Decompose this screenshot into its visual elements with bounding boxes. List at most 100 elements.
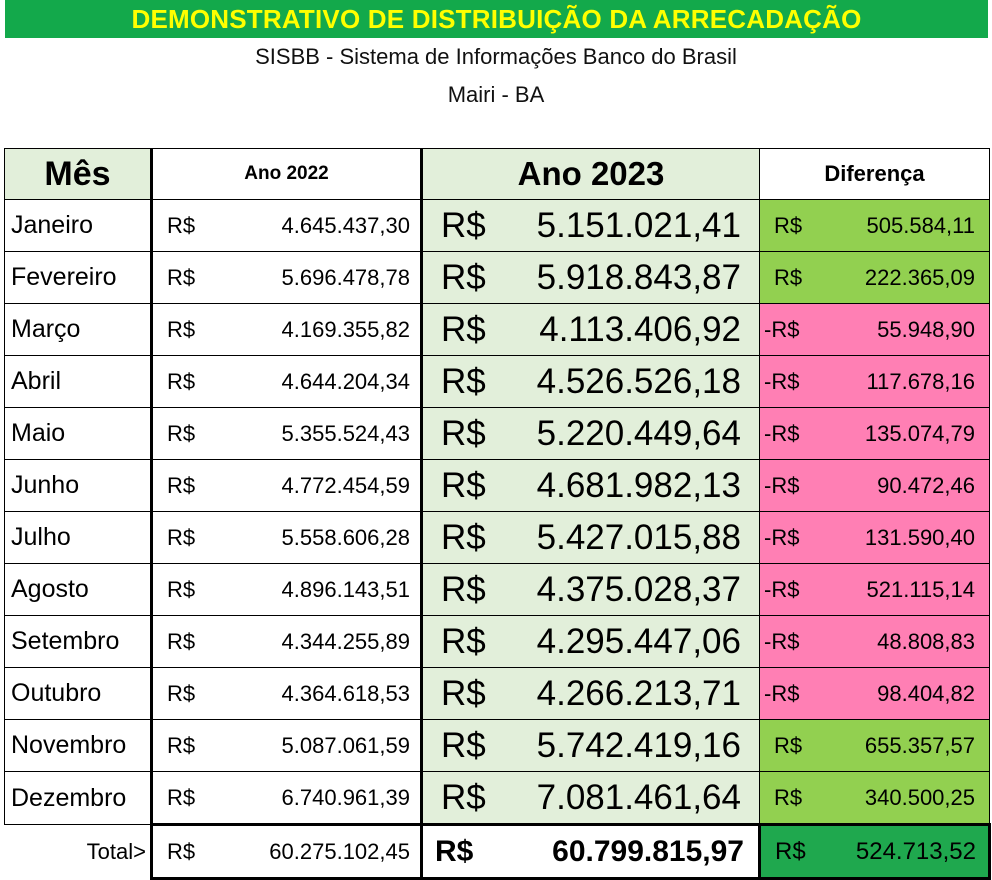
value-2023-cell: R$ 5.151.021,41 [421,199,760,252]
currency-symbol: -R$ [764,628,800,654]
month-cell: Julho [4,511,152,564]
value-2022-cell: R$ 4.364.618,53 [150,667,423,720]
table-row: Junho R$ 4.772.454,59 R$ 4.681.982,13 -R$ 90.4… [4,459,990,512]
value-2023: 5.427.015,88 [536,517,741,557]
month-cell: Setembro [4,615,152,668]
currency-symbol: R$ [167,472,196,498]
table-row: Julho R$ 5.558.606,28 R$ 5.427.015,88 -R$ 131.… [4,511,990,564]
currency-symbol: R$ [441,777,486,817]
title-banner: DEMONSTRATIVO DE DISTRIBUIÇÃO DA ARRECAD… [5,0,988,38]
total-difference-cell: R$ 524.713,52 [758,823,991,880]
currency-symbol: R$ [441,413,486,453]
currency-symbol: R$ [441,257,486,297]
value-2022: 4.896.143,51 [281,576,410,602]
value-2023: 4.266.213,71 [536,673,741,713]
value-2022-cell: R$ 4.344.255,89 [150,615,423,668]
value-2022: 4.169.355,82 [281,316,410,342]
value-2023-cell: R$ 4.375.028,37 [421,563,760,616]
value-2022: 4.644.204,34 [281,368,410,394]
total-row: Total> R$ 60.275.102,45 R$ 60.799.815,97 R$ 52… [5,823,991,880]
difference-value: 340.500,25 [864,784,975,810]
value-2023-cell: R$ 4.295.447,06 [421,615,760,668]
difference-cell: -R$ 55.948,90 [759,303,990,356]
value-2022-cell: R$ 5.696.478,78 [150,251,423,304]
table-row: Novembro R$ 5.087.061,59 R$ 5.742.419,16 R$ 65… [4,719,990,772]
month-cell: Novembro [4,719,152,772]
currency-symbol: R$ [167,732,196,758]
difference-cell: -R$ 48.808,83 [759,615,990,668]
value-2022: 5.355.524,43 [281,420,410,446]
header-month: Mês [4,148,152,200]
value-2023-cell: R$ 7.081.461,64 [421,771,760,825]
difference-value: 48.808,83 [877,628,975,654]
currency-symbol: R$ [774,212,803,238]
currency-symbol: R$ [167,212,196,238]
difference-value: 55.948,90 [877,316,975,342]
difference-value: 505.584,11 [866,212,975,238]
currency-symbol: R$ [435,834,474,868]
value-2022-cell: R$ 5.087.061,59 [150,719,423,772]
value-2023: 4.526.526,18 [536,361,741,401]
value-2023: 5.918.843,87 [536,257,741,297]
table-row: Outubro R$ 4.364.618,53 R$ 4.266.213,71 -R$ 98… [4,667,990,720]
month-cell: Dezembro [4,771,152,825]
currency-symbol: -R$ [764,368,800,394]
value-2022-cell: R$ 4.772.454,59 [150,459,423,512]
currency-symbol: R$ [441,569,486,609]
table-header-row: Mês Ano 2022 Ano 2023 Diferença [4,148,990,200]
difference-value: 521.115,14 [866,576,975,602]
difference-value: 655.357,57 [864,732,975,758]
value-2022: 4.645.437,30 [281,212,410,238]
currency-symbol: R$ [774,264,803,290]
difference-value: 90.472,46 [877,472,975,498]
difference-value: 98.404,82 [877,680,975,706]
difference-cell: -R$ 135.074,79 [759,407,990,460]
value-2022-cell: R$ 4.169.355,82 [150,303,423,356]
value-2022: 6.740.961,39 [281,784,410,810]
currency-symbol: R$ [167,628,196,654]
difference-cell: -R$ 90.472,46 [759,459,990,512]
value-2022-cell: R$ 4.644.204,34 [150,355,423,408]
difference-cell: -R$ 98.404,82 [759,667,990,720]
currency-symbol: R$ [167,368,196,394]
difference-value: 222.365,09 [864,264,975,290]
value-2022: 5.558.606,28 [281,524,410,550]
difference-cell: R$ 222.365,09 [759,251,990,304]
value-2023: 5.742.419,16 [536,725,741,765]
value-2023-cell: R$ 5.220.449,64 [421,407,760,460]
currency-symbol: R$ [774,732,803,758]
currency-symbol: -R$ [764,576,800,602]
total-2022: 60.275.102,45 [269,838,410,864]
table-row: Fevereiro R$ 5.696.478,78 R$ 5.918.843,87 R$ 2… [4,251,990,304]
difference-value: 135.074,79 [864,420,975,446]
value-2022: 4.772.454,59 [281,472,410,498]
currency-symbol: -R$ [764,420,800,446]
currency-symbol: R$ [167,264,196,290]
value-2022: 5.696.478,78 [281,264,410,290]
value-2023-cell: R$ 4.266.213,71 [421,667,760,720]
difference-cell: R$ 655.357,57 [759,719,990,772]
table-row: Agosto R$ 4.896.143,51 R$ 4.375.028,37 -R$ 521… [4,563,990,616]
value-2023: 4.113.406,92 [539,309,741,349]
header-2022: Ano 2022 [150,148,423,200]
currency-symbol: R$ [441,465,486,505]
page-title: DEMONSTRATIVO DE DISTRIBUIÇÃO DA ARRECAD… [131,3,862,34]
value-2022-cell: R$ 5.558.606,28 [150,511,423,564]
value-2022-cell: R$ 4.645.437,30 [150,199,423,252]
revenue-table: Mês Ano 2022 Ano 2023 Diferença Janeiro R… [4,148,991,880]
table-row: Abril R$ 4.644.204,34 R$ 4.526.526,18 -R$ 117.… [4,355,990,408]
value-2023-cell: R$ 4.113.406,92 [421,303,760,356]
value-2023-cell: R$ 5.742.419,16 [421,719,760,772]
value-2023-cell: R$ 4.526.526,18 [421,355,760,408]
month-cell: Outubro [4,667,152,720]
difference-cell: R$ 505.584,11 [759,199,990,252]
currency-symbol: R$ [167,420,196,446]
currency-symbol: R$ [167,316,196,342]
currency-symbol: R$ [441,517,486,557]
currency-symbol: R$ [441,725,486,765]
difference-cell: -R$ 131.590,40 [759,511,990,564]
month-cell: Janeiro [4,199,152,252]
value-2022: 5.087.061,59 [281,732,410,758]
value-2023: 5.151.021,41 [536,205,741,245]
currency-symbol: R$ [167,524,196,550]
